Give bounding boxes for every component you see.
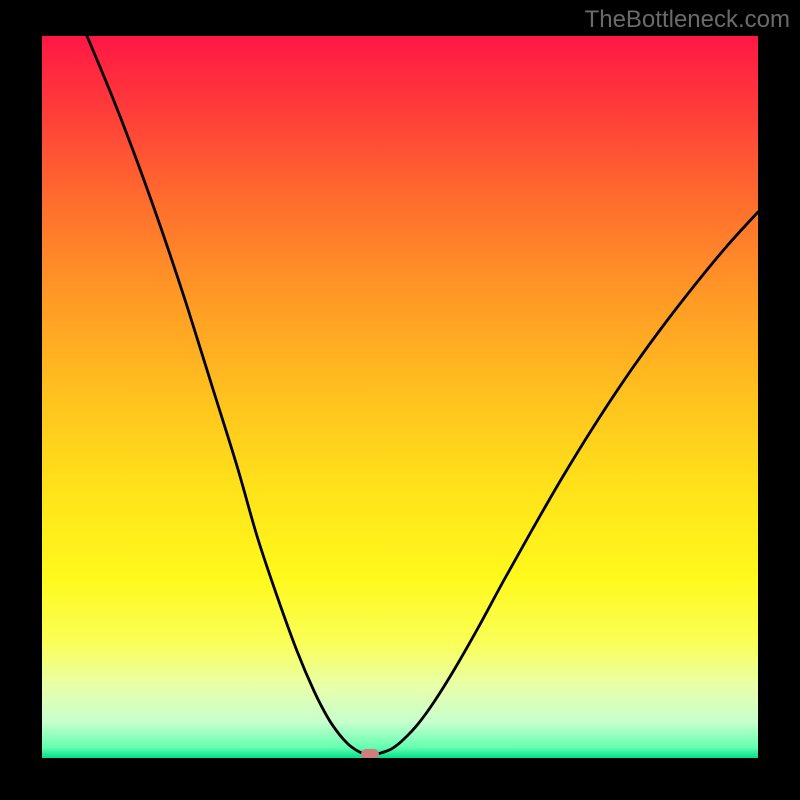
plot-area bbox=[42, 36, 758, 758]
chart-frame: TheBottleneck.com bbox=[0, 0, 800, 800]
bottleneck-curve bbox=[42, 36, 758, 758]
watermark-text: TheBottleneck.com bbox=[585, 6, 790, 34]
optimum-marker bbox=[361, 749, 379, 758]
curve-path bbox=[87, 36, 758, 754]
